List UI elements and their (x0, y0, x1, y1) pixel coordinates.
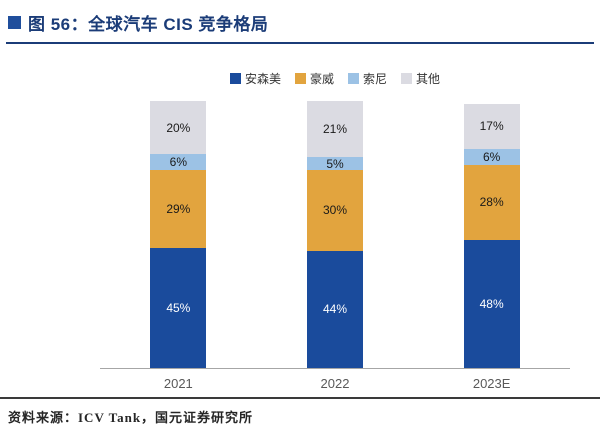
legend-label: 安森美 (244, 72, 281, 86)
legend-label: 豪威 (309, 72, 334, 86)
bar-segment: 30% (306, 170, 363, 251)
legend-swatch-icon (294, 73, 306, 84)
bar-segment: 48% (463, 239, 520, 368)
legend-item: 安森美 (229, 70, 281, 87)
bar-chart: 45% 29% 6% 20% 44% 30% 5% 21% 48% 28% 6% 17% (100, 101, 570, 369)
legend-item: 豪威 (294, 70, 334, 87)
legend-swatch-icon (401, 73, 413, 84)
chart-area: 安森美 豪威 索尼 其他 45% 29% 6% 20% 44% 30% 5% 21% 48% 28% 6%… (0, 70, 600, 391)
bar-segment: 20% (150, 101, 207, 155)
bar-segment: 29% (150, 170, 207, 248)
bar-segment: 44% (306, 250, 363, 368)
stacked-bar: 44% 30% 5% 21% (306, 101, 363, 368)
title-divider (6, 42, 594, 44)
legend-label: 其他 (416, 72, 441, 86)
bar-segment: 6% (463, 149, 520, 166)
x-axis-label: 2021 (163, 376, 193, 391)
title-bullet-icon (8, 16, 21, 29)
figure-title: 图 56：全球汽车 CIS 竞争格局 (28, 15, 269, 34)
source-note-row: 资料来源：ICV Tank，国元证券研究所 (0, 397, 600, 438)
legend-swatch-icon (348, 73, 359, 84)
bar-segment: 28% (463, 165, 520, 240)
stacked-bar: 48% 28% 6% 17% (463, 101, 520, 368)
stacked-bar: 45% 29% 6% 20% (150, 101, 207, 368)
legend-label: 索尼 (363, 72, 388, 86)
x-axis-labels: 2021 2022 2023E (100, 369, 570, 391)
bar-segment: 45% (150, 247, 207, 368)
bar-segment: 6% (150, 154, 207, 171)
figure-title-row: 图 56：全球汽车 CIS 竞争格局 (0, 0, 600, 42)
legend-swatch-icon (229, 73, 241, 84)
x-axis-label: 2022 (320, 376, 350, 391)
chart-legend: 安森美 豪威 索尼 其他 (100, 70, 570, 87)
legend-item: 其他 (401, 70, 440, 87)
source-note: 资料来源：ICV Tank，国元证券研究所 (8, 410, 254, 425)
legend-item: 索尼 (348, 70, 387, 87)
x-axis-label: 2023E (472, 376, 511, 391)
bar-segment: 17% (463, 103, 520, 150)
bar-segment: 21% (306, 101, 363, 158)
bar-segment: 5% (306, 157, 363, 171)
